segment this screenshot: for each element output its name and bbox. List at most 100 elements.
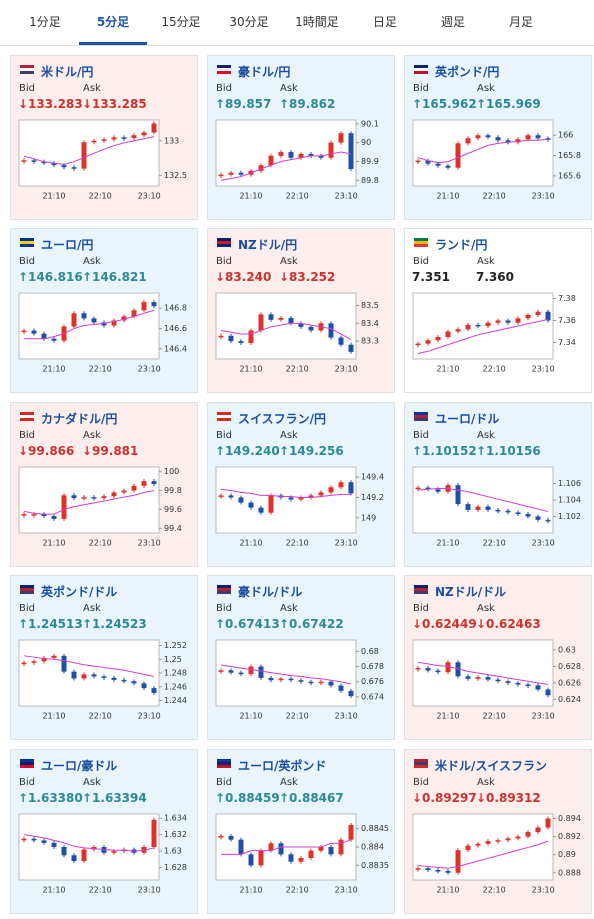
- rate-card[interactable]: NZドル/円 Bid Ask ↓83.240 ↓83.252 83.5 83.4 83.3 21…: [207, 228, 395, 394]
- rate-card[interactable]: 豪ドル/円 Bid Ask ↑89.857 ↑89.862 90.1 90 89.9 89.8 2…: [207, 55, 395, 220]
- candle-body: [308, 681, 314, 684]
- mini-chart: 100 99.8 99.6 99.4 21:10 22:10 23:10: [18, 466, 182, 547]
- mini-chart: 1.634 1.632 1.63 1.628 21:10 22:10 23:10: [18, 813, 187, 894]
- tab[interactable]: 週足: [440, 15, 465, 29]
- candle-body: [415, 668, 421, 670]
- y-tick-label: 0.678: [361, 662, 384, 671]
- candle-body: [515, 512, 521, 514]
- candle-body: [238, 341, 244, 344]
- candle-body: [101, 496, 107, 498]
- bid-price: 7.351: [412, 270, 450, 285]
- candle-body: [485, 677, 491, 680]
- candle-body: [151, 123, 157, 133]
- x-tick-label: 21:10: [42, 712, 65, 721]
- candle-body: [318, 846, 324, 851]
- ask-label: Ask: [477, 603, 495, 615]
- bid-label: Bid: [413, 429, 429, 441]
- candle-body: [288, 318, 294, 324]
- candle-body: [21, 513, 27, 516]
- candle-body: [525, 315, 531, 319]
- plot-area: [215, 292, 357, 360]
- y-tick-label: 0.884: [361, 842, 384, 851]
- candle-body: [248, 666, 254, 675]
- ask-label: Ask: [477, 776, 495, 788]
- candle-body: [298, 497, 304, 500]
- ask-price: ↑1.63394: [82, 790, 147, 805]
- candle-body: [435, 163, 441, 166]
- candle-body: [318, 155, 324, 158]
- candle-body: [71, 495, 77, 498]
- y-tick-label: 146.4: [164, 345, 187, 354]
- x-tick-label: 23:10: [335, 192, 358, 201]
- x-tick-label: 21:10: [42, 538, 65, 547]
- bid-price: ↑89.857: [215, 97, 272, 111]
- candle-body: [455, 484, 461, 504]
- y-tick-label: 149: [361, 513, 376, 522]
- bid-price: ↓0.89297: [412, 790, 477, 805]
- bid-price: ↓99.866: [18, 443, 75, 458]
- ask-price: ↑146.821: [82, 270, 147, 285]
- candle-body: [475, 677, 481, 679]
- rate-card[interactable]: 豪ドル/ドル Bid Ask ↑0.67413 ↑0.67422 0.68 0.678 0.6…: [207, 575, 395, 741]
- pair-title: NZドル/ドル: [435, 585, 507, 600]
- tab[interactable]: 月足: [508, 15, 533, 29]
- candle-body: [288, 152, 294, 158]
- candle-body: [141, 683, 147, 689]
- rate-card[interactable]: NZドル/ドル Bid Ask ↓0.62449 ↓0.62463 0.63 0.628 0.…: [404, 575, 592, 741]
- x-tick-label: 22:10: [483, 712, 506, 721]
- bid-price: ↑0.88459: [215, 790, 280, 805]
- candle-body: [535, 516, 541, 520]
- x-tick-label: 23:10: [138, 365, 161, 374]
- candle-body: [318, 492, 324, 496]
- tab[interactable]: 1分足: [29, 15, 61, 29]
- candle-body: [111, 678, 117, 681]
- candle-body: [41, 513, 47, 516]
- rate-card[interactable]: 米ドル/スイスフラン Bid Ask ↓0.89297 ↓0.89312 0.894 0.8…: [404, 748, 592, 914]
- rate-card[interactable]: カナダドル/円 Bid Ask ↓99.866 ↓99.881 100 99.8 99.6 99…: [10, 401, 198, 567]
- y-tick-label: 166: [558, 131, 573, 140]
- tab[interactable]: 1時間足: [295, 15, 339, 29]
- x-tick-label: 23:10: [532, 365, 555, 374]
- candle-body: [415, 487, 421, 489]
- rate-card[interactable]: 英ポンド/円 Bid Ask ↑165.962 ↑165.969 166 165.8 165.…: [404, 55, 592, 220]
- y-tick-label: 83.3: [361, 337, 379, 346]
- candle-body: [81, 313, 87, 319]
- rate-card[interactable]: ユーロ/円 Bid Ask ↑146.816 ↑146.821 146.8 146.6 146…: [10, 228, 198, 394]
- candle-body: [525, 684, 531, 687]
- candle-body: [545, 138, 551, 140]
- rate-card[interactable]: ユーロ/英ポンド Bid Ask ↑0.88459 ↑0.88467 0.8845 0.88…: [207, 748, 395, 914]
- y-tick-label: 132.5: [164, 171, 187, 180]
- mini-chart: 83.5 83.4 83.3 21:10 22:10 23:10: [215, 292, 379, 374]
- tab[interactable]: 5分足: [79, 0, 147, 45]
- candle-body: [51, 515, 57, 519]
- candle-body: [495, 320, 501, 324]
- candle-body: [465, 138, 471, 144]
- candle-body: [288, 853, 294, 862]
- rate-card[interactable]: スイスフラン/円 Bid Ask ↑149.240 ↑149.256 149.4 149.2…: [207, 401, 395, 567]
- rate-card[interactable]: 英ポンド/ドル Bid Ask ↑1.24513 ↑1.24523 1.252 1.25 1.…: [10, 575, 198, 741]
- rate-card[interactable]: 米ドル/円 Bid Ask ↓133.283 ↓133.285 133 132.5 21:10…: [10, 55, 198, 220]
- x-tick-label: 21:10: [436, 538, 459, 547]
- x-tick-label: 21:10: [42, 885, 65, 894]
- candle-body: [61, 656, 67, 672]
- tab[interactable]: 日足: [372, 15, 397, 29]
- candle-body: [121, 137, 127, 139]
- ask-price: ↓0.62463: [476, 617, 541, 632]
- y-tick-label: 0.8845: [361, 824, 389, 833]
- rate-card[interactable]: ユーロ/ドル Bid Ask ↑1.10152 ↑1.10156 1.106 1.104 1.…: [404, 401, 592, 567]
- plot-area: [18, 466, 160, 534]
- tab[interactable]: 15分足: [161, 15, 201, 29]
- plot-area: [215, 639, 357, 707]
- flag: [20, 65, 34, 74]
- rate-card[interactable]: ユーロ/豪ドル Bid Ask ↑1.63380 ↑1.63394 1.634 1.632 1…: [10, 748, 198, 914]
- moving-average: [417, 138, 549, 164]
- candle-body: [338, 839, 344, 854]
- candle-body: [348, 133, 354, 170]
- y-tick-label: 0.674: [361, 693, 384, 702]
- candle-body: [151, 819, 157, 847]
- tab[interactable]: 30分足: [229, 15, 269, 29]
- candle-body: [535, 827, 541, 832]
- candle-body: [338, 685, 344, 692]
- rate-card[interactable]: ランド/円 Bid Ask 7.351 7.360 7.38 7.36 7.34 21:10 22…: [404, 228, 592, 394]
- candle-body: [31, 513, 37, 516]
